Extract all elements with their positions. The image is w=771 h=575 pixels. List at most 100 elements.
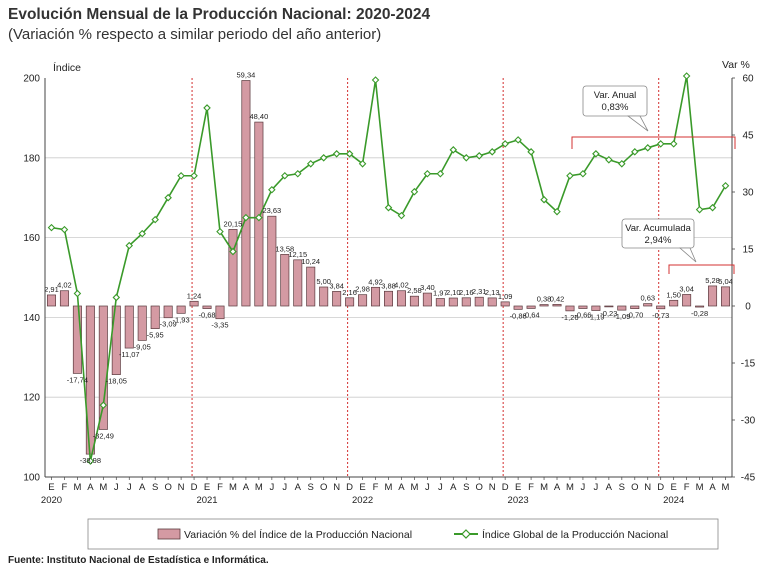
x-tick-label: A [398, 482, 405, 493]
x-tick-label: J [581, 482, 586, 493]
x-tick-label: A [139, 482, 146, 493]
bar-data-label: 13,58 [275, 244, 294, 253]
bar-data-label: 2,16 [459, 288, 474, 297]
bar-data-label: -1,93 [173, 315, 190, 324]
line-marker [358, 160, 367, 168]
bar-data-label: 3,40 [420, 283, 435, 292]
x-tick-label: J [594, 482, 599, 493]
line-marker [721, 181, 730, 190]
index-line [51, 75, 727, 462]
x-tick-label: E [515, 482, 521, 493]
bar-data-label: 3,84 [329, 281, 344, 290]
x-tick-label: M [566, 482, 574, 493]
x-tick-label: E [204, 482, 210, 493]
line-marker [631, 148, 639, 156]
x-tick-label: E [48, 482, 54, 493]
x-tick-label: S [619, 482, 625, 493]
line-marker [682, 72, 691, 80]
x-tick-label: N [333, 482, 340, 493]
bar-data-label: 59,34 [237, 71, 256, 80]
bar [656, 305, 666, 310]
bar-data-label: 0,42 [550, 294, 565, 303]
x-tick-label: A [243, 482, 250, 493]
legend-bar-label: Variación % del Índice de la Producción … [184, 528, 412, 541]
bar-data-label: 5,28 [705, 276, 720, 285]
x-tick-label: J [438, 482, 443, 493]
annual-callout-box [582, 85, 648, 117]
x-tick-label: F [373, 482, 379, 493]
y-left-tick-label: 160 [23, 233, 40, 244]
legend-frame [87, 518, 719, 550]
bar [267, 215, 277, 307]
bar [319, 286, 329, 307]
bar-data-label: 20,15 [224, 219, 243, 228]
bar-data-label: -3,35 [211, 321, 228, 330]
bar [111, 305, 121, 375]
x-tick-label: N [644, 482, 651, 493]
x-tick-label: O [476, 482, 483, 493]
bar-data-label: 2,16 [342, 288, 357, 297]
line-marker [47, 223, 56, 232]
cumulative-callout-box [621, 218, 695, 249]
line-marker [397, 211, 406, 220]
y-right-tick-label: -15 [741, 359, 756, 370]
x-tick-label: D [191, 482, 198, 493]
bar [409, 295, 419, 307]
line-marker [242, 213, 250, 222]
bar [358, 294, 368, 307]
bar [578, 305, 588, 309]
bar-data-label: 12,15 [288, 250, 307, 259]
x-tick-label: A [295, 482, 302, 493]
bar [332, 291, 342, 307]
x-tick-label: D [657, 482, 664, 493]
legend-bar-swatch [157, 528, 181, 540]
x-tick-label: A [709, 482, 716, 493]
line-marker [345, 150, 354, 158]
year-label: 2020 [41, 495, 62, 506]
x-tick-label: M [410, 482, 418, 493]
bar [669, 299, 679, 307]
bar-data-label: -1,26 [561, 313, 578, 322]
x-tick-label: F [528, 482, 534, 493]
bar-data-label: -0,23 [600, 309, 617, 318]
bar [487, 297, 497, 307]
x-tick-label: J [127, 482, 132, 493]
line-marker [475, 152, 484, 160]
cumulative-bracket [668, 264, 735, 274]
bar [721, 286, 731, 307]
line-marker [384, 203, 393, 212]
bar-data-label: -17,74 [67, 375, 88, 384]
line-series [47, 72, 730, 465]
line-marker [177, 171, 185, 180]
line-marker [423, 169, 432, 178]
bar-data-label: 5,00 [316, 277, 331, 286]
x-tick-label: F [62, 482, 68, 493]
bar-data-label: 4,02 [394, 281, 409, 290]
bar [241, 80, 251, 307]
bar [46, 294, 56, 307]
bar [708, 285, 718, 307]
annual-callout-label: Var. Anual [594, 90, 637, 101]
x-tick-label: N [178, 482, 185, 493]
bar [345, 297, 355, 307]
year-separators [191, 78, 660, 477]
x-tick-label: M [696, 482, 704, 493]
line-marker [501, 140, 509, 148]
bar-data-label: 1,97 [433, 289, 448, 298]
bar [682, 294, 692, 307]
x-tick-label: A [87, 482, 94, 493]
x-tick-label: J [425, 482, 430, 493]
line-marker [449, 146, 458, 154]
annual-callout-pointer [626, 115, 649, 132]
line-marker [566, 171, 574, 180]
bar-data-label: -0,66 [574, 311, 591, 320]
x-tick-label: M [73, 482, 81, 493]
bar [280, 254, 290, 307]
bar-data-label: 23,63 [262, 206, 281, 215]
bar-data-label: 2,98 [355, 285, 370, 294]
line-marker [527, 148, 535, 156]
line-marker [514, 136, 522, 144]
bar [371, 286, 381, 307]
bar [422, 292, 432, 307]
